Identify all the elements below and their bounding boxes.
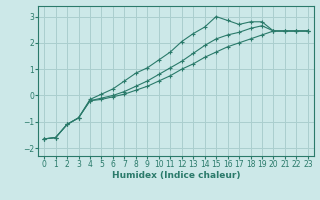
X-axis label: Humidex (Indice chaleur): Humidex (Indice chaleur): [112, 171, 240, 180]
